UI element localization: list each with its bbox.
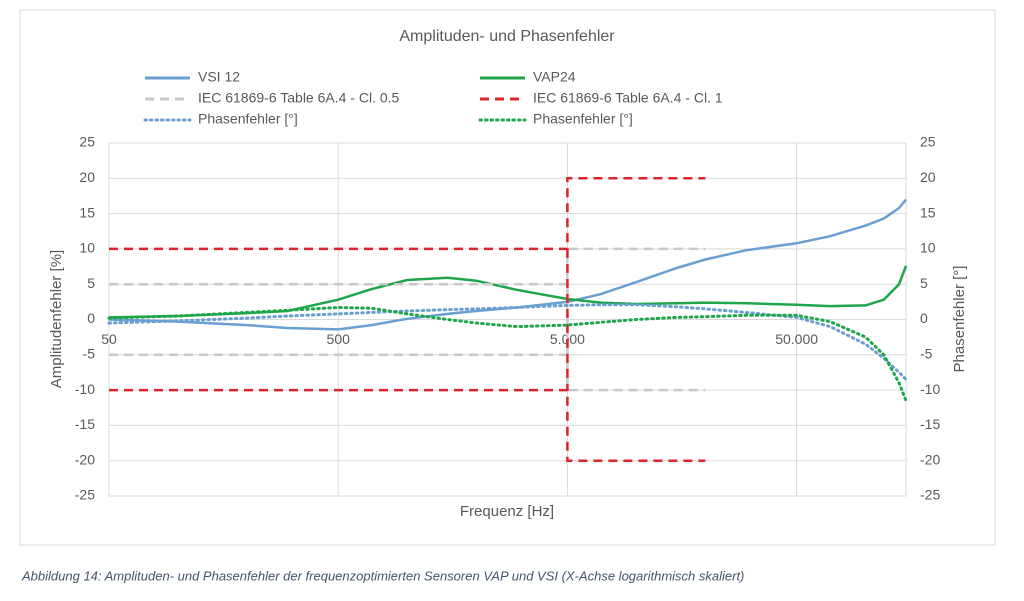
- series-line: [108, 198, 907, 331]
- legend-label: VSI 12: [198, 69, 240, 85]
- caption: Abbildung 14: Amplituden- und Phasenfehl…: [21, 568, 744, 583]
- y-tick-label: -10: [75, 381, 95, 397]
- series-line: [109, 247, 706, 286]
- y-tick-label: 10: [79, 240, 95, 256]
- series-line: [109, 177, 706, 251]
- y2-tick-label: -15: [920, 416, 940, 432]
- legend-label: Phasenfehler [°]: [533, 111, 633, 127]
- y2-tick-label: -5: [920, 346, 933, 362]
- chart-frame: [19, 9, 996, 546]
- y-tick-label: 15: [79, 204, 95, 220]
- x-tick-label: 50.000: [775, 331, 818, 347]
- y-tick-label: -15: [75, 416, 95, 432]
- y2-tick-label: 25: [920, 134, 936, 150]
- series-line: [109, 353, 706, 392]
- y-tick-label: 20: [79, 169, 95, 185]
- y2-tick-label: 5: [920, 275, 928, 291]
- y2-tick-label: 0: [920, 310, 928, 326]
- y2-tick-label: -10: [920, 381, 940, 397]
- series-line: [108, 265, 908, 319]
- legend-label: IEC 61869-6 Table 6A.4 - Cl. 1: [533, 90, 723, 106]
- legend-label: Phasenfehler [°]: [198, 111, 298, 127]
- y2-axis-title: Phasenfehler [°]: [951, 266, 968, 373]
- y2-tick-label: 10: [920, 240, 936, 256]
- y2-tick-label: 15: [920, 204, 936, 220]
- y-tick-label: -25: [75, 487, 95, 503]
- legend-label: IEC 61869-6 Table 6A.4 - Cl. 0.5: [198, 90, 400, 106]
- series-line: [107, 303, 908, 381]
- y-tick-label: -20: [75, 451, 95, 467]
- series-line: [107, 305, 908, 403]
- y-tick-label: 5: [87, 275, 95, 291]
- y-axis-title: Amplitudenfehler [%]: [48, 250, 65, 388]
- x-axis-title: Frequenz [Hz]: [460, 503, 554, 520]
- y2-tick-label: 20: [920, 169, 936, 185]
- y2-tick-label: -25: [920, 487, 940, 503]
- y-tick-label: -5: [83, 346, 96, 362]
- y-tick-label: 0: [87, 310, 95, 326]
- x-tick-label: 500: [327, 331, 351, 347]
- x-tick-label: 50: [101, 331, 117, 347]
- y2-tick-label: -20: [920, 451, 940, 467]
- chart-title: Amplituden- und Phasenfehler: [399, 28, 615, 45]
- legend-label: VAP24: [533, 69, 576, 85]
- series-line: [109, 388, 706, 462]
- y-tick-label: 25: [79, 134, 95, 150]
